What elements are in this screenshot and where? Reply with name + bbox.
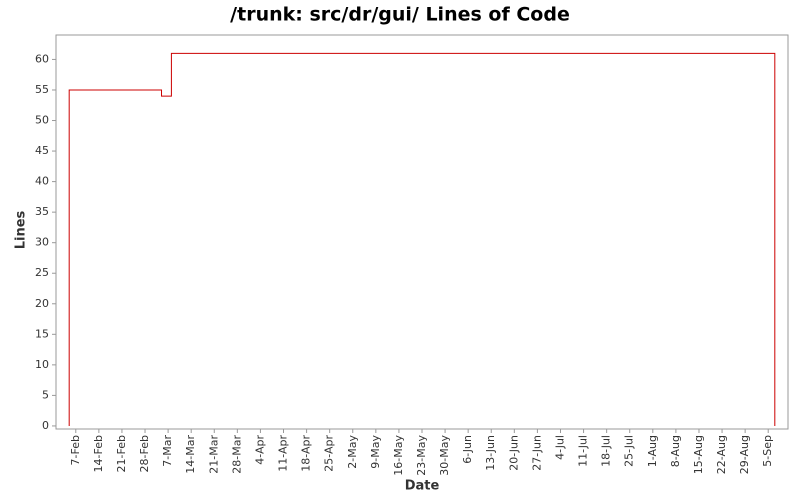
x-tick-label: 6-Jun — [461, 435, 474, 464]
x-tick-label: 28-Feb — [138, 435, 151, 472]
x-tick-label: 14-Feb — [92, 435, 105, 472]
x-tick-label: 27-Jun — [530, 435, 543, 471]
x-tick-label: 5-Sep — [761, 435, 774, 467]
x-tick-label: 11-Jul — [577, 435, 590, 467]
x-tick-label: 4-Jul — [553, 435, 566, 460]
x-tick-label: 14-Mar — [184, 435, 197, 474]
x-tick-label: 29-Aug — [738, 435, 751, 474]
x-tick-label: 11-Apr — [277, 435, 290, 472]
x-tick-label: 8-Aug — [669, 435, 682, 467]
x-tick-label: 13-Jun — [484, 435, 497, 471]
y-tick-label: 30 — [35, 236, 49, 249]
y-tick-label: 15 — [35, 327, 49, 340]
x-tick-label: 25-Jul — [623, 435, 636, 467]
x-tick-label: 7-Feb — [69, 435, 82, 465]
y-tick-label: 60 — [35, 52, 49, 65]
y-tick-label: 55 — [35, 83, 49, 96]
y-tick-label: 50 — [35, 114, 49, 127]
x-tick-label: 7-Mar — [161, 435, 174, 467]
x-tick-label: 23-May — [415, 435, 428, 476]
y-tick-label: 20 — [35, 297, 49, 310]
x-tick-label: 4-Apr — [253, 435, 266, 465]
y-tick-label: 45 — [35, 144, 49, 157]
x-tick-label: 18-Jul — [600, 435, 613, 467]
x-tick-label: 30-May — [438, 435, 451, 476]
x-tick-label: 2-May — [346, 435, 359, 469]
y-tick-label: 0 — [42, 419, 49, 432]
x-tick-label: 28-Mar — [230, 435, 243, 474]
y-tick-label: 25 — [35, 266, 49, 279]
y-tick-label: 35 — [35, 205, 49, 218]
y-tick-label: 40 — [35, 175, 49, 188]
x-tick-label: 1-Aug — [646, 435, 659, 467]
x-tick-label: 21-Feb — [115, 435, 128, 472]
y-tick-label: 5 — [42, 388, 49, 401]
x-tick-label: 25-Apr — [323, 435, 336, 472]
x-tick-label: 21-Mar — [207, 435, 220, 474]
y-tick-label: 10 — [35, 358, 49, 371]
x-tick-label: 18-Apr — [300, 435, 313, 472]
x-tick-label: 9-May — [369, 435, 382, 469]
x-tick-label: 20-Jun — [507, 435, 520, 471]
x-tick-label: 15-Aug — [692, 435, 705, 474]
x-tick-label: 22-Aug — [715, 435, 728, 474]
x-tick-label: 16-May — [392, 435, 405, 476]
x-axis-title: Date — [405, 479, 440, 494]
data-line — [68, 52, 776, 426]
y-axis-title: Lines — [14, 210, 29, 249]
chart-title: /trunk: src/dr/gui/ Lines of Code — [230, 4, 570, 26]
plot-area — [55, 34, 789, 430]
